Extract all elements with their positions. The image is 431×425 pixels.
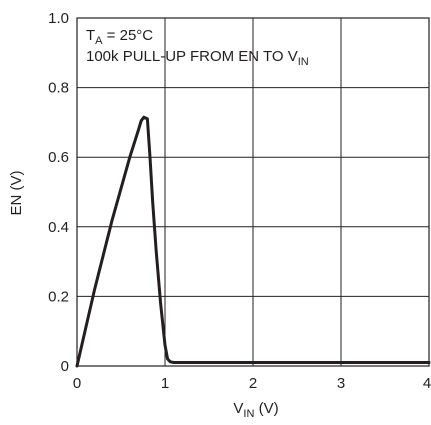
y-tick-labels: 0 0.2 0.4 0.6 0.8 1.0 [48,10,69,375]
y-tick-label: 0.8 [48,80,69,97]
grid-lines [77,18,429,366]
annotation-pullup: 100k PULL-UP FROM EN TO VIN [86,48,309,68]
x-tick-label: 0 [73,375,81,392]
x-tick-labels: 0 1 2 3 4 [73,375,431,392]
x-tick-label: 4 [423,375,431,392]
series-line-en [75,115,431,368]
y-tick-label: 1.0 [48,10,69,27]
x-axis-title: VIN (V) [233,400,278,420]
plot-frame [76,17,430,367]
x-tick-label: 1 [161,375,169,392]
x-tick-label: 3 [337,375,345,392]
y-axis-title: EN (V) [8,170,25,215]
y-tick-label: 0 [61,358,69,375]
y-tick-label: 0.2 [48,288,69,305]
y-tick-label: 0.4 [48,219,69,236]
y-tick-label: 0.6 [48,149,69,166]
annotation-temperature: TA = 25°C [86,27,153,47]
x-tick-label: 2 [249,375,257,392]
